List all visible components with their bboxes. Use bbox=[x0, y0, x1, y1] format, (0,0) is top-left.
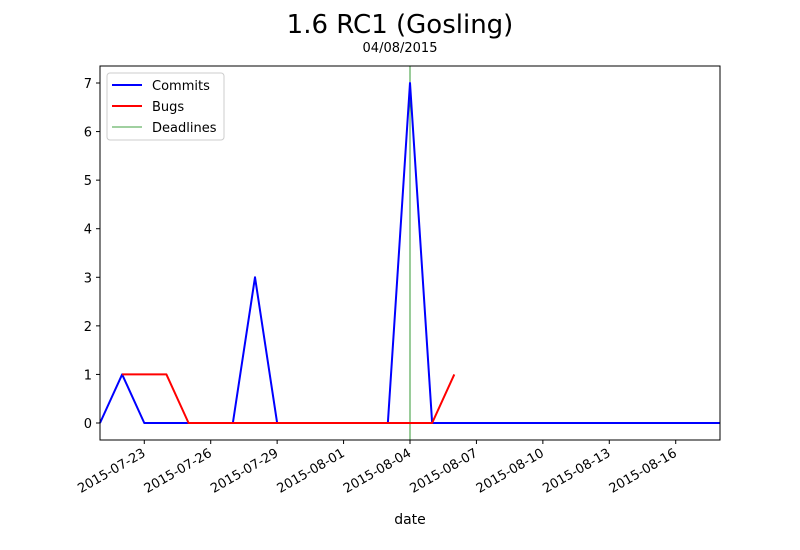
legend: Commits Bugs Deadlines bbox=[106, 72, 225, 141]
x-tick-label: 2015-07-29 bbox=[208, 446, 281, 497]
legend-box bbox=[106, 72, 225, 141]
x-tick-label: 2015-08-10 bbox=[474, 446, 547, 497]
plot-lines bbox=[99, 66, 720, 440]
y-tick-label: 6 bbox=[84, 126, 92, 141]
x-tick-label: 2015-08-13 bbox=[540, 446, 613, 497]
x-tick-label: 2015-08-01 bbox=[275, 446, 348, 497]
x-axis-label: date bbox=[394, 512, 426, 528]
x-tick-label: 2015-08-16 bbox=[607, 446, 680, 497]
series-line-bugs bbox=[122, 373, 456, 424]
chart-subtitle: 04/08/2015 bbox=[363, 41, 438, 56]
y-tick-label: 5 bbox=[84, 174, 92, 189]
legend-label-deadlines: Deadlines bbox=[152, 121, 217, 136]
legend-label-commits: Commits bbox=[152, 79, 210, 94]
x-tick-label: 2015-08-07 bbox=[407, 446, 480, 497]
chart-title: 1.6 RC1 (Gosling) bbox=[287, 10, 514, 40]
y-tick-label: 7 bbox=[84, 77, 92, 92]
legend-label-bugs: Bugs bbox=[152, 100, 184, 115]
x-axis: 2015-07-232015-07-262015-07-292015-08-01… bbox=[75, 440, 680, 497]
y-tick-label: 0 bbox=[84, 417, 92, 432]
y-tick-label: 2 bbox=[84, 320, 92, 335]
y-tick-label: 1 bbox=[84, 368, 92, 383]
y-tick-label: 4 bbox=[84, 223, 92, 238]
y-tick-label: 3 bbox=[84, 271, 92, 286]
x-tick-label: 2015-07-26 bbox=[142, 446, 215, 497]
x-tick-label: 2015-08-04 bbox=[341, 446, 414, 497]
y-axis: 0 1 2 3 4 5 6 7 bbox=[84, 77, 100, 432]
x-tick-label: 2015-07-23 bbox=[75, 446, 148, 497]
